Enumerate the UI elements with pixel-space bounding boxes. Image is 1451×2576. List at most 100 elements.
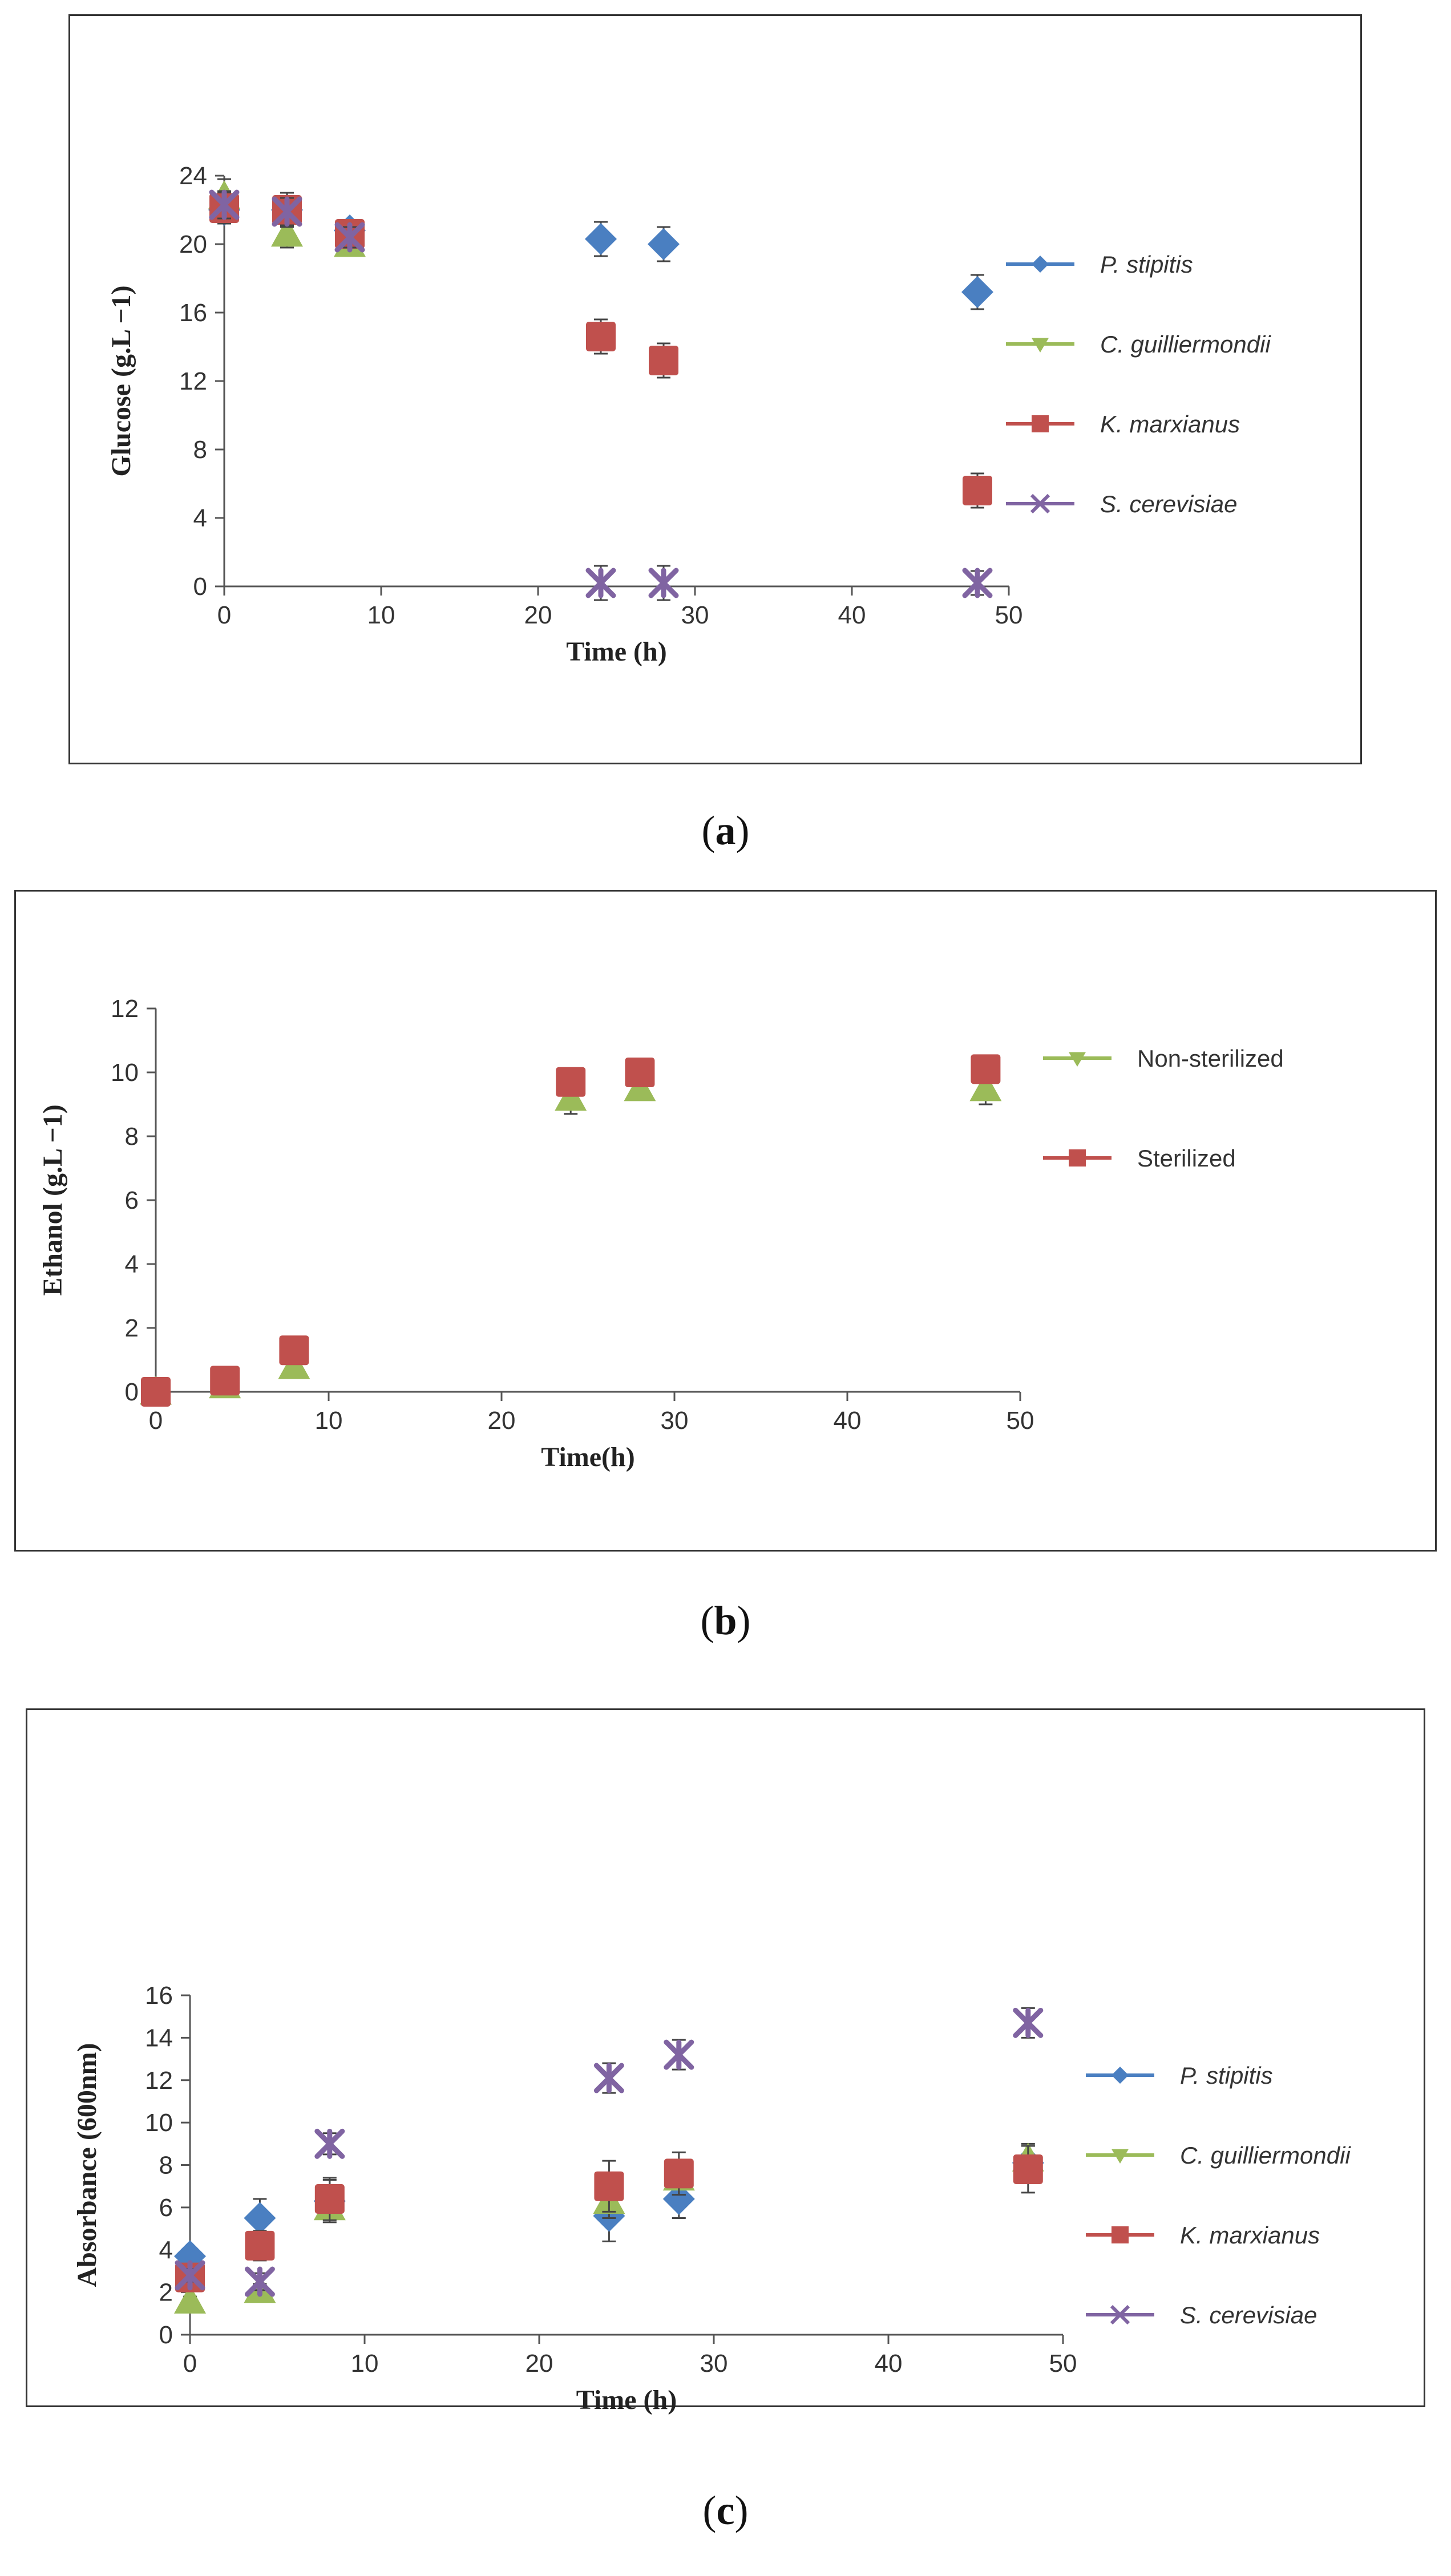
x-tick-label: 0 — [217, 601, 231, 629]
series-p-stipitis — [208, 194, 993, 310]
legend-entry: C. guilliermondii — [1180, 2142, 1351, 2169]
legend: P. stipitis C. guilliermondii K. marxianus… — [1086, 2062, 1351, 2328]
chart-a: 0 10 20 30 40 50 0 4 8 12 16 20 24 Time (h) Glucose (g… — [106, 162, 1271, 667]
data-point — [210, 1366, 240, 1396]
data-point — [209, 189, 240, 220]
data-point — [279, 1335, 309, 1366]
y-axis-title: Absorbance (600nm) — [72, 2043, 102, 2287]
legend-entry: P. stipitis — [1100, 251, 1193, 278]
data-point — [141, 1377, 171, 1407]
legend-symbol — [1006, 338, 1074, 353]
x-axis-title: Time (h) — [566, 637, 666, 667]
legend-symbol — [1006, 493, 1074, 514]
y-tick-label: 0 — [193, 573, 207, 601]
x-tick-label: 10 — [351, 2350, 379, 2377]
data-point — [969, 1072, 1002, 1101]
y-tick-label: 20 — [179, 230, 207, 258]
legend: P. stipitis C. guilliermondii K. marxianus… — [1006, 251, 1271, 517]
data-point — [556, 1067, 586, 1097]
y-tick-label: 10 — [145, 2109, 173, 2137]
x-tick-label: 30 — [681, 601, 709, 629]
chart-panel-a: 0 10 20 30 40 50 0 4 8 12 16 20 24 Time (h) Glucose (g… — [68, 14, 1362, 764]
y-tick-label: 4 — [159, 2236, 173, 2264]
y-axis-title: Ethanol (g.L −1) — [38, 1104, 68, 1295]
legend-entry: K. marxianus — [1100, 411, 1240, 438]
legend-entry: Non-sterilized — [1137, 1045, 1284, 1072]
x-tick-label: 30 — [661, 1407, 689, 1435]
legend-entry: P. stipitis — [1180, 2062, 1273, 2089]
y-axis-title: Glucose (g.L −1) — [106, 285, 136, 476]
data-point — [625, 1058, 655, 1087]
y-tick-label: 2 — [159, 2279, 173, 2307]
y-tick-label: 16 — [145, 1982, 173, 2010]
x-tick-label: 40 — [838, 601, 866, 629]
y-tick-label: 24 — [179, 162, 207, 190]
y-tick-label: 8 — [159, 2152, 173, 2180]
x-tick-label: 50 — [995, 601, 1023, 629]
y-tick-label: 4 — [125, 1250, 139, 1278]
x-tick-label: 40 — [834, 1407, 862, 1435]
x-tick-label: 20 — [524, 601, 552, 629]
x-tick-label: 10 — [367, 601, 395, 629]
data-point — [961, 276, 993, 308]
x-tick-label: 20 — [488, 1407, 516, 1435]
data-point — [963, 476, 992, 505]
data-point — [272, 196, 302, 227]
data-point — [314, 2184, 345, 2214]
legend-symbol — [1006, 415, 1074, 432]
chart-panel-c: 0 10 20 30 40 50 0 2 4 6 8 10 12 14 16 Time (h) Absorban… — [26, 1708, 1425, 2415]
series-k-marxianus — [175, 2145, 1043, 2293]
y-tick-label: 10 — [111, 1059, 139, 1087]
x-tick-label: 20 — [526, 2350, 553, 2377]
data-point — [648, 568, 679, 598]
data-point — [334, 222, 365, 253]
data-point — [664, 2158, 694, 2189]
legend-entry: S. cerevisiae — [1180, 2302, 1317, 2328]
x-tick-label: 0 — [183, 2350, 197, 2377]
legend-entry: Sterilized — [1137, 1145, 1236, 1172]
x-axis-title: Time(h) — [541, 1442, 634, 1472]
y-tick-label: 6 — [159, 2194, 173, 2222]
series-sterilized — [141, 1054, 1001, 1407]
legend-entry: C. guilliermondii — [1100, 331, 1271, 358]
legend-entry: K. marxianus — [1180, 2222, 1320, 2249]
data-point — [593, 2063, 624, 2093]
x-tick-label: 40 — [875, 2350, 903, 2377]
legend-symbol — [1043, 1149, 1112, 1167]
y-tick-label: 0 — [159, 2321, 173, 2349]
data-point — [1013, 2007, 1044, 2038]
series-s-cerevisiae — [209, 189, 993, 601]
y-tick-label: 8 — [193, 436, 207, 464]
legend-symbol — [1086, 2149, 1154, 2164]
legend-symbol — [1086, 2304, 1154, 2325]
x-tick-label: 50 — [1049, 2350, 1077, 2377]
y-tick-label: 4 — [193, 504, 207, 532]
y-tick-label: 2 — [125, 1314, 139, 1342]
y-tick-label: 12 — [111, 995, 139, 1023]
x-tick-label: 30 — [700, 2350, 728, 2377]
data-point — [586, 322, 616, 351]
data-point — [971, 1054, 1001, 1084]
caption-c: (c) — [702, 2488, 749, 2533]
data-point — [1013, 2154, 1043, 2184]
y-tick-label: 0 — [125, 1378, 139, 1406]
y-tick-label: 6 — [125, 1186, 139, 1214]
legend-symbol — [1006, 256, 1074, 273]
data-point — [174, 2285, 206, 2314]
x-tick-label: 10 — [315, 1407, 343, 1435]
chart-b: 0 10 20 30 40 50 0 2 4 6 8 10 12 Time(h) Ethanol (g.L … — [38, 995, 1284, 1472]
y-tick-label: 16 — [179, 299, 207, 327]
x-tick-label: 50 — [1007, 1407, 1034, 1435]
legend: Non-sterilized Sterilized — [1043, 1045, 1284, 1172]
y-tick-label: 8 — [125, 1123, 139, 1151]
data-point — [648, 228, 680, 260]
legend-entry: S. cerevisiae — [1100, 491, 1237, 517]
data-point — [271, 218, 303, 247]
data-point — [245, 2230, 275, 2261]
data-point — [585, 568, 616, 598]
data-point — [649, 346, 678, 375]
data-point — [244, 2266, 275, 2297]
data-point — [314, 2128, 345, 2159]
legend-symbol — [1086, 2067, 1154, 2084]
x-tick-label: 0 — [149, 1407, 163, 1435]
